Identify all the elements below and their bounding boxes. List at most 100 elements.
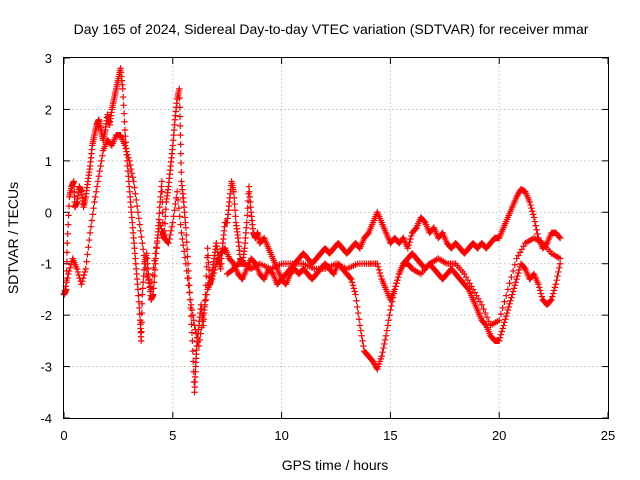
data-point-marker xyxy=(143,270,150,278)
data-point-marker xyxy=(501,319,508,326)
data-point-marker xyxy=(509,267,517,275)
data-point-marker xyxy=(352,291,359,298)
data-point-marker xyxy=(358,332,365,339)
data-point-marker xyxy=(508,273,515,281)
data-point-marker xyxy=(144,273,151,281)
data-point-marker xyxy=(210,269,217,277)
data-point-marker xyxy=(153,237,161,245)
data-point-marker xyxy=(355,316,363,323)
data-point-marker xyxy=(354,303,361,311)
data-point-marker xyxy=(157,222,164,229)
data-point-marker xyxy=(478,301,485,309)
data-point-marker xyxy=(126,161,134,169)
data-point-marker xyxy=(383,327,391,334)
data-point-marker xyxy=(556,234,564,242)
data-point-marker xyxy=(73,265,81,273)
data-point-marker xyxy=(138,337,145,345)
data-point-marker xyxy=(196,336,203,344)
data-point-marker xyxy=(513,275,520,283)
data-point-marker xyxy=(177,150,185,157)
data-point-marker xyxy=(231,200,238,208)
data-point-marker xyxy=(98,157,105,165)
data-point-marker xyxy=(187,301,195,309)
data-point-marker xyxy=(165,239,172,247)
data-point-marker xyxy=(408,232,415,240)
data-series xyxy=(60,65,564,396)
data-point-marker xyxy=(156,219,163,226)
data-point-marker xyxy=(139,285,146,292)
data-point-marker xyxy=(65,212,72,219)
data-point-marker xyxy=(169,219,176,226)
data-point-marker xyxy=(556,233,563,241)
data-point-marker xyxy=(392,283,399,290)
data-point-marker xyxy=(93,183,101,190)
data-point-marker xyxy=(66,267,73,275)
data-point-marker xyxy=(140,246,147,253)
data-point-marker xyxy=(204,245,211,252)
data-point-marker xyxy=(189,311,197,319)
data-point-marker xyxy=(123,148,130,155)
data-point-marker xyxy=(505,303,512,311)
data-point-marker xyxy=(536,287,544,294)
data-point-marker xyxy=(176,94,183,102)
data-point-marker xyxy=(180,248,188,255)
data-point-marker xyxy=(159,209,166,216)
data-point-marker xyxy=(81,268,89,276)
data-point-marker xyxy=(556,264,563,272)
data-point-marker xyxy=(350,285,358,292)
data-point-marker xyxy=(96,167,103,175)
data-point-marker xyxy=(129,174,136,181)
data-point-marker xyxy=(180,242,187,249)
data-point-marker xyxy=(172,200,179,208)
data-point-marker xyxy=(131,184,138,191)
data-point-marker xyxy=(126,157,133,165)
data-point-marker xyxy=(502,316,509,323)
data-point-marker xyxy=(138,300,146,308)
data-point-marker xyxy=(485,318,492,325)
data-point-marker xyxy=(199,318,206,325)
data-point-marker xyxy=(204,252,212,259)
data-point-marker xyxy=(183,267,190,275)
data-point-marker xyxy=(504,286,512,293)
data-point-marker xyxy=(497,331,505,338)
data-point-marker xyxy=(119,93,127,101)
data-point-marker xyxy=(177,131,184,139)
data-point-marker xyxy=(232,213,239,220)
data-point-marker xyxy=(188,321,195,328)
data-point-marker xyxy=(149,271,156,279)
data-point-marker xyxy=(120,102,127,109)
data-point-marker xyxy=(205,259,212,266)
data-point-marker xyxy=(78,281,85,288)
data-point-marker xyxy=(529,211,537,218)
y-tick-label: 2 xyxy=(45,102,52,117)
data-point-marker xyxy=(200,306,208,314)
data-point-marker xyxy=(177,141,184,148)
data-point-marker xyxy=(122,132,129,140)
data-point-marker xyxy=(203,291,210,298)
data-point-marker xyxy=(183,238,190,246)
data-point-marker xyxy=(386,311,393,319)
x-axis-label: GPS time / hours xyxy=(282,457,389,473)
data-point-marker xyxy=(208,275,216,283)
data-point-marker xyxy=(170,213,177,220)
data-point-marker xyxy=(97,162,104,170)
data-point-marker xyxy=(359,337,366,345)
data-point-marker xyxy=(148,279,156,286)
data-point-marker xyxy=(382,332,390,339)
data-point-marker xyxy=(82,265,89,273)
data-point-marker xyxy=(209,272,217,280)
data-point-marker xyxy=(141,258,149,265)
plot-frame xyxy=(63,57,609,419)
data-point-marker xyxy=(385,317,392,324)
chart-title: Day 165 of 2024, Sidereal Day-to-day VTE… xyxy=(74,21,589,37)
data-point-marker xyxy=(79,274,87,282)
data-point-marker xyxy=(198,324,205,331)
data-point-marker xyxy=(158,188,166,195)
x-tick-label: 15 xyxy=(383,428,397,443)
data-point-marker xyxy=(182,260,190,267)
data-point-marker xyxy=(150,264,157,272)
x-tick-label: 5 xyxy=(169,428,176,443)
data-point-marker xyxy=(65,270,72,278)
data-point-marker xyxy=(510,285,518,292)
